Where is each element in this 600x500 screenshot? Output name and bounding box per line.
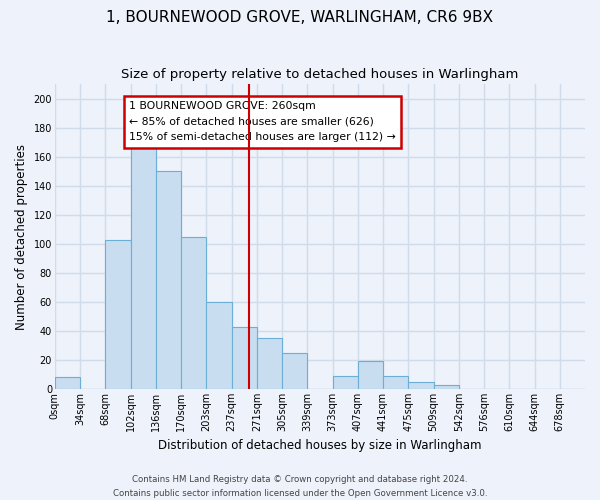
Text: 1 BOURNEWOOD GROVE: 260sqm
← 85% of detached houses are smaller (626)
15% of sem: 1 BOURNEWOOD GROVE: 260sqm ← 85% of deta… (129, 101, 396, 142)
Bar (257, 338, 282, 389)
Bar (383, 376, 408, 389)
Bar (358, 362, 383, 389)
Bar (232, 326, 257, 389)
Bar (408, 382, 434, 389)
Bar (282, 353, 307, 389)
Title: Size of property relative to detached houses in Warlingham: Size of property relative to detached ho… (121, 68, 518, 80)
Bar (332, 376, 358, 389)
Y-axis label: Number of detached properties: Number of detached properties (15, 144, 28, 330)
Text: 1, BOURNEWOOD GROVE, WARLINGHAM, CR6 9BX: 1, BOURNEWOOD GROVE, WARLINGHAM, CR6 9BX (106, 10, 494, 25)
Bar (181, 236, 206, 389)
Text: Contains HM Land Registry data © Crown copyright and database right 2024.
Contai: Contains HM Land Registry data © Crown c… (113, 476, 487, 498)
Bar (206, 302, 232, 389)
Bar (156, 172, 181, 389)
Bar (434, 384, 459, 389)
Bar (106, 240, 131, 389)
X-axis label: Distribution of detached houses by size in Warlingham: Distribution of detached houses by size … (158, 440, 482, 452)
Bar (131, 148, 156, 389)
Bar (55, 378, 80, 389)
